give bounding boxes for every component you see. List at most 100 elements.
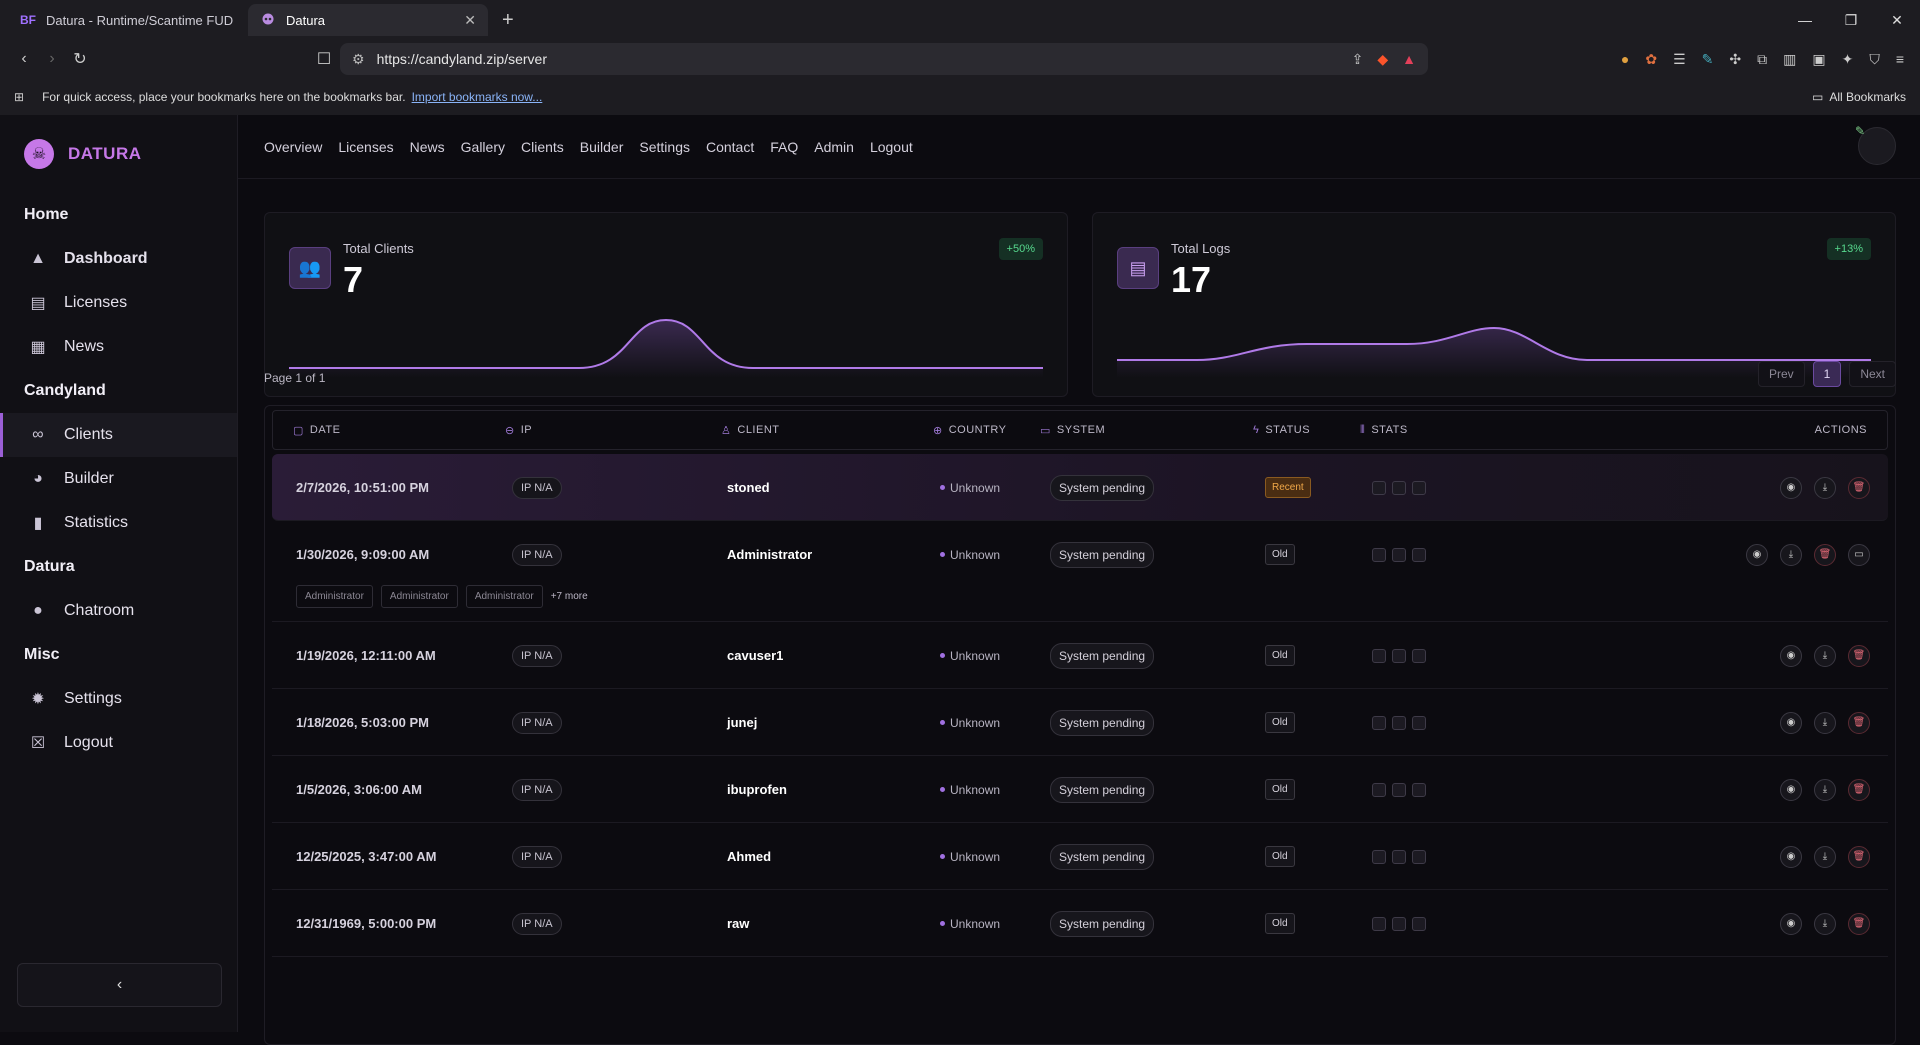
avatar[interactable]: ✎ [1855, 124, 1896, 165]
sidebar-item-news[interactable]: ▦ News [0, 325, 237, 369]
pen-extension-icon[interactable]: ✎ [1701, 50, 1714, 67]
delete-icon[interactable]: 🗑 [1848, 845, 1870, 868]
delete-icon[interactable]: 🗑 [1848, 644, 1870, 667]
minimize-icon[interactable]: — [1798, 12, 1812, 28]
topnav-logout[interactable]: Logout [869, 138, 913, 155]
sidebar-item-chatroom[interactable]: ● Chatroom [0, 589, 237, 633]
client-name[interactable]: cavuser1 [727, 648, 784, 663]
view-icon[interactable]: ◉ [1780, 711, 1802, 734]
sidebar-item-statistics[interactable]: ▮ Statistics [0, 501, 237, 545]
forward-icon[interactable]: › [49, 50, 55, 67]
brand[interactable]: ☠ DATURA [0, 115, 237, 193]
image-icon[interactable] [1412, 480, 1426, 495]
tag-chip[interactable]: Administrator [465, 585, 543, 608]
topnav-settings[interactable]: Settings [639, 138, 690, 155]
client-name[interactable]: junej [727, 715, 758, 730]
cloud-icon[interactable] [1372, 782, 1386, 797]
client-name[interactable]: Ahmed [727, 849, 772, 864]
col-system[interactable]: ▭ SYSTEM [1040, 424, 1105, 437]
tag-chip[interactable]: Administrator [380, 585, 458, 608]
view-icon[interactable]: ◉ [1780, 845, 1802, 868]
delete-icon[interactable]: 🗑 [1814, 543, 1836, 566]
puzzle-icon[interactable]: ✣ [1729, 50, 1742, 67]
table-row[interactable]: 12/31/1969, 5:00:00 PM IP N/A raw Unknown Sy… [272, 890, 1888, 957]
document-icon[interactable] [1392, 648, 1406, 663]
client-name[interactable]: raw [727, 916, 750, 931]
document-icon[interactable] [1392, 715, 1406, 730]
extension-icon[interactable]: ✿ [1645, 50, 1658, 67]
back-icon[interactable]: ‹ [21, 50, 27, 67]
topnav-admin[interactable]: Admin [814, 138, 854, 155]
delete-icon[interactable]: 🗑 [1848, 476, 1870, 499]
wallet-icon[interactable]: ▣ [1812, 50, 1826, 67]
cloud-icon[interactable] [1372, 648, 1386, 663]
sidebar-item-logout[interactable]: ☒ Logout [0, 721, 237, 765]
col-ip[interactable]: ⊖ IP [505, 424, 532, 437]
sidebar-toggle-icon[interactable]: ▥ [1783, 50, 1797, 67]
col-stats[interactable]: ⦀ STATS [1360, 424, 1408, 437]
image-icon[interactable] [1412, 547, 1426, 562]
table-row[interactable]: 2/7/2026, 10:51:00 PM IP N/A stoned Unknown… [272, 454, 1888, 521]
share-icon[interactable]: ⇪ [1351, 50, 1364, 67]
col-date[interactable]: ▢ DATE [293, 424, 340, 437]
tab-datura[interactable]: Datura ✕ [248, 4, 488, 36]
table-row[interactable]: 1/30/2026, 9:09:00 AM IP N/A Administrator… [272, 521, 1888, 622]
prev-button[interactable]: Prev [1757, 361, 1805, 387]
topnav-overview[interactable]: Overview [264, 138, 323, 155]
brave-shield-icon[interactable]: ◆ [1377, 50, 1389, 67]
topnav-licenses[interactable]: Licenses [338, 138, 394, 155]
topnav-clients[interactable]: Clients [521, 138, 564, 155]
download-icon[interactable]: ⤓ [1814, 778, 1836, 801]
topnav-faq[interactable]: FAQ [770, 138, 799, 155]
screenshot-icon[interactable]: ⧉ [1757, 50, 1768, 67]
download-icon[interactable]: ⤓ [1814, 476, 1836, 499]
page-1-button[interactable]: 1 [1812, 361, 1842, 387]
table-row[interactable]: 1/19/2026, 12:11:00 AM IP N/A cavuser1 Unkn… [272, 622, 1888, 689]
view-icon[interactable]: ◉ [1780, 476, 1802, 499]
col-country[interactable]: ⊕ COUNTRY [933, 424, 1006, 437]
import-bookmarks-link[interactable]: Import bookmarks now... [411, 89, 543, 104]
download-icon[interactable]: ⤓ [1814, 845, 1836, 868]
topnav-gallery[interactable]: Gallery [460, 138, 505, 155]
site-settings-icon[interactable]: ⚙ [352, 50, 365, 67]
delete-icon[interactable]: 🗑 [1848, 778, 1870, 801]
delete-icon[interactable]: 🗑 [1848, 711, 1870, 734]
close-window-icon[interactable]: ✕ [1891, 11, 1903, 28]
topnav-builder[interactable]: Builder [579, 138, 624, 155]
folder-icon[interactable]: ▭ [1848, 543, 1870, 566]
image-icon[interactable] [1412, 715, 1426, 730]
sidebar-item-builder[interactable]: ◕ Builder [0, 457, 237, 501]
url-bar[interactable]: ⚙ https://candyland.zip/server ⇪ ◆ ▲ [340, 43, 1428, 75]
cloud-icon[interactable] [1372, 480, 1386, 495]
document-icon[interactable] [1392, 782, 1406, 797]
image-icon[interactable] [1412, 849, 1426, 864]
document-icon[interactable] [1392, 547, 1406, 562]
tag-chip[interactable]: Administrator [296, 585, 373, 608]
image-icon[interactable] [1412, 916, 1426, 931]
col-status[interactable]: ϟ STATUS [1253, 424, 1310, 436]
menu-icon[interactable]: ≡ [1895, 50, 1904, 67]
sidebar-item-settings[interactable]: ✹ Settings [0, 677, 237, 721]
close-tab-icon[interactable]: ✕ [464, 11, 476, 28]
table-row[interactable]: 12/25/2025, 3:47:00 AM IP N/A Ahmed Unknown… [272, 823, 1888, 890]
cloud-icon[interactable] [1372, 547, 1386, 562]
brave-rewards-icon[interactable]: ▲ [1402, 51, 1416, 67]
topnav-news[interactable]: News [409, 138, 445, 155]
leo-ai-icon[interactable]: ✦ [1841, 50, 1854, 67]
document-icon[interactable] [1392, 916, 1406, 931]
view-icon[interactable]: ◉ [1780, 778, 1802, 801]
more-tags-link[interactable]: +7 more [550, 591, 588, 602]
sidebar-item-clients[interactable]: ∞ Clients [0, 413, 237, 457]
view-icon[interactable]: ◉ [1780, 644, 1802, 667]
image-icon[interactable] [1412, 782, 1426, 797]
reload-icon[interactable]: ↻ [73, 51, 87, 68]
view-icon[interactable]: ◉ [1746, 543, 1768, 566]
topnav-contact[interactable]: Contact [705, 138, 755, 155]
image-icon[interactable] [1412, 648, 1426, 663]
client-name[interactable]: stoned [727, 480, 770, 495]
vpn-icon[interactable]: ⛉ [1869, 50, 1880, 67]
collapse-sidebar-button[interactable]: ‹ [17, 963, 222, 1007]
cookie-extension-icon[interactable]: ● [1620, 50, 1630, 67]
database-extension-icon[interactable]: ☰ [1673, 50, 1686, 67]
bookmark-icon[interactable]: ☐ [316, 51, 332, 68]
